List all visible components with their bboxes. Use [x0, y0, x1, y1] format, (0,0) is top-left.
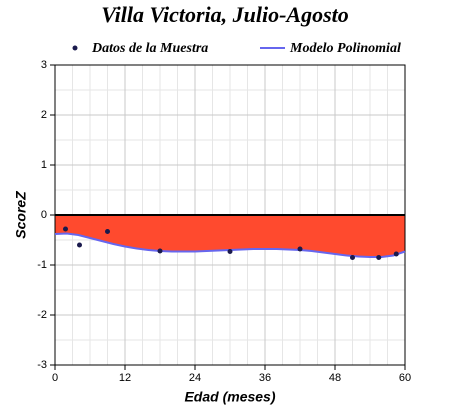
chart-title: Villa Victoria, Julio-Agosto: [101, 2, 349, 27]
data-point: [63, 226, 68, 232]
x-tick-label: 12: [119, 372, 131, 384]
y-tick-label: -2: [37, 309, 47, 321]
legend-marker: [72, 45, 78, 51]
legend-label: Modelo Polinomial: [289, 41, 401, 56]
x-tick-label: 36: [259, 372, 271, 384]
data-point: [227, 249, 233, 254]
y-tick-label: 0: [41, 209, 47, 221]
y-tick-label: 3: [41, 59, 47, 71]
data-point: [105, 229, 110, 234]
x-axis-label: Edad (meses): [184, 389, 275, 405]
y-tick-label: -3: [37, 359, 47, 371]
y-axis-label: ScoreZ: [13, 191, 29, 239]
x-tick-label: 48: [329, 372, 341, 384]
data-point: [157, 248, 163, 254]
data-point: [376, 255, 382, 260]
data-point: [77, 242, 82, 248]
data-point: [393, 251, 399, 257]
legend-label: Datos de la Muestra: [91, 41, 208, 56]
model-area: [55, 215, 405, 257]
data-point: [297, 246, 303, 252]
data-point: [350, 255, 355, 260]
y-tick-label: 2: [41, 109, 47, 121]
y-tick-label: -1: [37, 259, 47, 271]
x-tick-label: 60: [399, 372, 411, 384]
x-tick-label: 0: [52, 372, 58, 384]
x-tick-label: 24: [189, 372, 201, 384]
y-tick-label: 1: [41, 159, 47, 171]
